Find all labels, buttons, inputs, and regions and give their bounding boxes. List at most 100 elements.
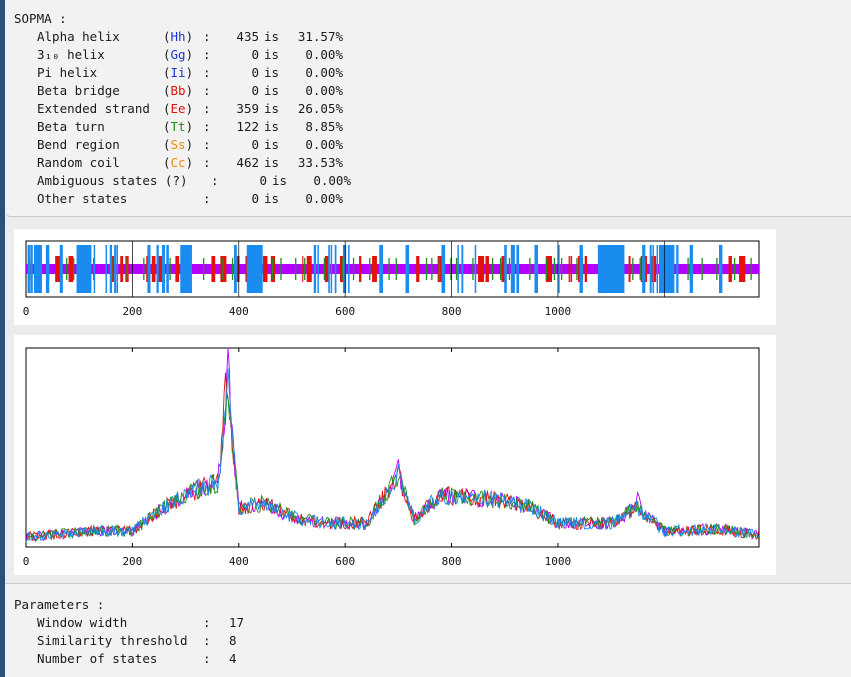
turn-mark <box>455 258 458 280</box>
helix-mark <box>348 245 350 293</box>
helix-mark <box>379 245 383 293</box>
sopma-results: SOPMA : Alpha helix (Hh): 435 is 31.57% 3₁₀ h… <box>5 0 851 217</box>
state-count: 0 <box>251 47 259 62</box>
turn-mark <box>323 258 326 280</box>
turn-mark <box>352 258 355 280</box>
turn-mark <box>73 258 75 280</box>
strand-mark <box>302 256 304 282</box>
state-percent: 26.05% <box>297 101 343 116</box>
state-percent: 0.00% <box>305 83 343 98</box>
helix-mark <box>579 245 583 293</box>
helix-mark <box>558 245 560 293</box>
state-label: Extended strand <box>37 101 150 116</box>
state-colon: : <box>203 101 211 116</box>
x-tick-label: 1000 <box>545 305 572 318</box>
strand-mark <box>120 256 124 282</box>
strand-mark <box>739 256 746 282</box>
state-code: (Hh) <box>163 29 194 44</box>
turn-mark <box>425 258 428 280</box>
helix-mark <box>441 245 446 293</box>
score-curves-panel: 0 200 400 600 800 1000 <box>14 335 776 575</box>
turn-mark <box>450 258 452 280</box>
turn-mark <box>231 258 234 280</box>
helix-mark <box>671 245 675 293</box>
state-code: (Ee) <box>163 101 194 116</box>
helix-mark <box>597 245 625 293</box>
helix-mark <box>334 245 337 293</box>
secondary-structure-map-panel: 0 200 400 600 800 1000 <box>14 229 776 325</box>
turn-mark <box>632 258 634 280</box>
x-tick-label: 800 <box>442 555 462 568</box>
parameter-value: 17 <box>229 615 245 630</box>
sopma-row: Random coil (Cc): 462 is 33.53% <box>5 154 405 172</box>
parameters-title: Parameters : <box>14 597 105 612</box>
turn-mark <box>388 258 390 280</box>
turn-mark <box>126 258 128 280</box>
state-is: is <box>264 155 280 170</box>
strand-mark <box>175 256 180 282</box>
parameter-value: 4 <box>229 651 237 666</box>
sopma-row: Bend region (Ss): 0 is 0.00% <box>5 136 405 154</box>
parameters-section: Parameters : Window width: 17 Similarity t… <box>5 583 851 677</box>
helix-mark <box>114 245 117 293</box>
helix-mark <box>534 245 539 293</box>
helix-mark <box>109 245 113 293</box>
state-is: is <box>264 83 280 98</box>
state-is: is <box>264 137 280 152</box>
sopma-row: Extended strand (Ee): 359 is 26.05% <box>5 100 405 118</box>
state-percent: 8.85% <box>305 119 343 134</box>
helix-mark <box>27 245 31 293</box>
turn-mark <box>716 258 718 280</box>
state-code: (Cc) <box>163 155 194 170</box>
state-code: (Tt) <box>163 119 194 134</box>
strand-mark <box>110 256 115 282</box>
helix-mark <box>516 245 520 293</box>
strand-mark <box>151 256 156 282</box>
turn-mark <box>304 258 306 280</box>
helix-mark <box>330 245 333 293</box>
turn-mark <box>553 258 556 280</box>
parameter-value: 8 <box>229 633 237 648</box>
state-colon: : <box>203 65 211 80</box>
state-colon: : <box>203 137 211 152</box>
strand-mark <box>652 256 657 282</box>
helix-mark <box>161 245 164 293</box>
x-tick-label: 1000 <box>545 555 572 568</box>
score-curves-chart: 0 200 400 600 800 1000 <box>23 347 760 568</box>
state-code-letters: Ss <box>170 137 186 152</box>
state-code: (Gg) <box>163 47 194 62</box>
turn-mark <box>472 258 474 280</box>
strand-mark <box>146 256 148 282</box>
helix-mark <box>676 245 679 293</box>
helix-mark <box>652 245 654 293</box>
parameter-label: Similarity threshold <box>37 633 188 648</box>
strand-mark <box>68 256 74 282</box>
state-count: 0 <box>259 173 267 188</box>
state-count: 0 <box>251 83 259 98</box>
helix-mark <box>246 245 263 293</box>
series-line <box>25 392 760 543</box>
sopma-window: SOPMA : Alpha helix (Hh): 435 is 31.57% 3₁₀ h… <box>5 0 851 677</box>
helix-mark <box>147 245 151 293</box>
state-label: Ambiguous states (?) <box>37 173 188 188</box>
turn-mark <box>560 258 563 280</box>
turn-mark <box>545 258 547 280</box>
state-is: is <box>264 47 280 62</box>
state-count: 0 <box>251 191 259 206</box>
strand-mark <box>568 256 570 282</box>
coil-band <box>26 264 759 274</box>
sopma-row: Beta bridge (Bb): 0 is 0.00% <box>5 82 405 100</box>
helix-mark <box>313 245 317 293</box>
turn-mark <box>639 258 641 280</box>
helix-mark <box>342 245 347 293</box>
turn-mark <box>500 258 502 280</box>
strand-mark <box>577 256 580 282</box>
secondary-structure-map: 0 200 400 600 800 1000 <box>23 240 760 318</box>
parameter-label: Window width <box>37 615 128 630</box>
helix-mark <box>166 245 169 293</box>
parameter-label: Number of states <box>37 651 158 666</box>
x-tick-label: 0 <box>23 305 30 318</box>
state-label: Pi helix <box>37 65 98 80</box>
strand-mark <box>236 256 240 282</box>
strand-mark <box>416 256 420 282</box>
